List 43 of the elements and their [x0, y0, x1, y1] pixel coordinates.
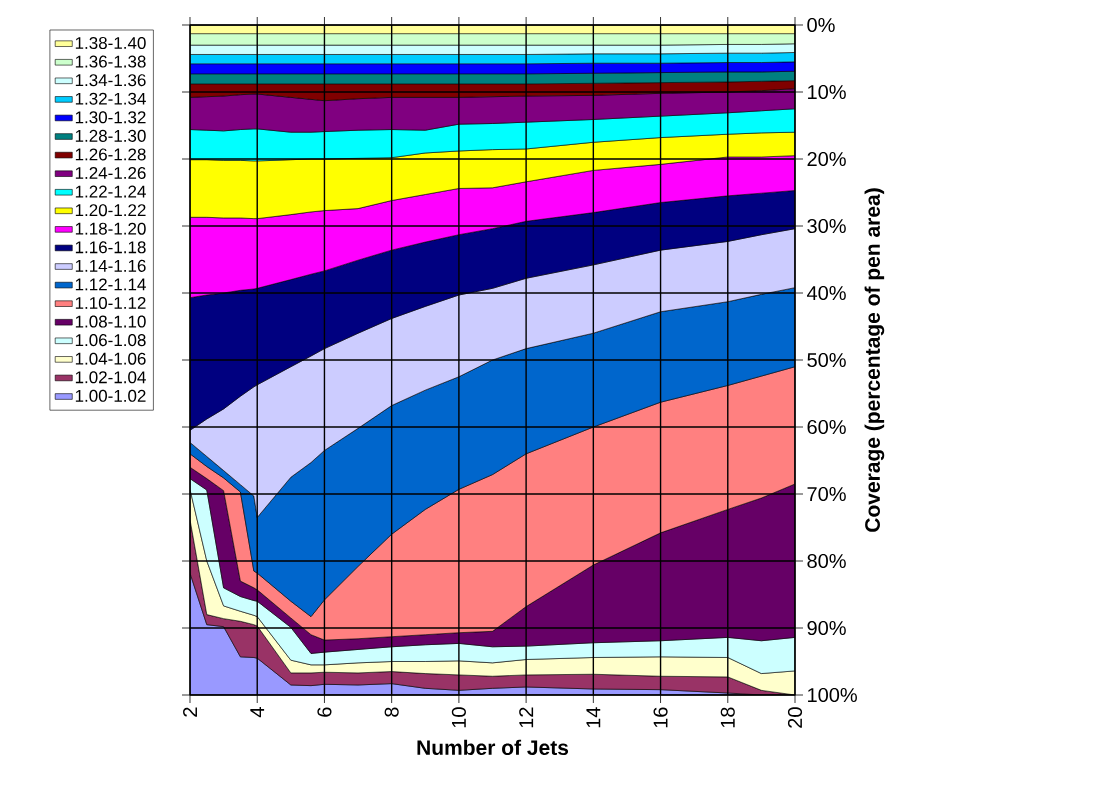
legend-label: 1.10-1.12 — [75, 296, 146, 310]
x-axis-title: Number of Jets — [417, 739, 569, 756]
legend-label: 1.24-1.26 — [75, 166, 146, 180]
legend-label: 1.26-1.28 — [75, 148, 146, 161]
x-tick-label: 18 — [720, 707, 735, 728]
y-tick-label: 60% — [807, 419, 846, 435]
legend-label: 1.22-1.24 — [75, 185, 146, 198]
legend-label: 1.20-1.22 — [75, 204, 146, 217]
x-tick-label: 16 — [653, 707, 668, 728]
y-tick-label: 70% — [807, 486, 846, 502]
y-tick-label: 90% — [807, 620, 846, 636]
x-tick-label: 14 — [586, 707, 601, 728]
x-tick-label: 6 — [317, 707, 332, 717]
y-tick-label: 40% — [806, 285, 846, 301]
legend-label: 1.00-1.02 — [75, 389, 146, 402]
legend-label: 1.38-1.40 — [75, 37, 146, 50]
legend-label: 1.34-1.36 — [75, 74, 146, 87]
legend-label: 1.02-1.04 — [75, 371, 146, 384]
y-axis-title: Coverage (percentage of pen area) — [864, 188, 885, 532]
legend-label: 1.08-1.10 — [75, 315, 146, 328]
x-tick-label: 4 — [250, 707, 265, 718]
legend-label: 1.12-1.14 — [75, 278, 146, 291]
y-tick-label: 0% — [807, 17, 835, 33]
legend-label: 1.18-1.20 — [75, 222, 146, 235]
y-tick-label: 50% — [807, 352, 846, 368]
x-tick-label: 2 — [183, 707, 197, 717]
legend-label: 1.30-1.32 — [75, 111, 146, 124]
legend-label: 1.14-1.16 — [75, 259, 146, 272]
legend-label: 1.16-1.18 — [75, 241, 146, 254]
y-tick-label: 10% — [808, 84, 846, 100]
y-tick-label: 20% — [807, 151, 846, 167]
legend-label: 1.28-1.30 — [75, 129, 146, 142]
x-tick-label: 20 — [787, 707, 803, 728]
y-tick-label: 100% — [808, 687, 857, 703]
x-tick-label: 8 — [384, 707, 399, 717]
legend-label: 1.06-1.08 — [75, 334, 146, 347]
legend-label: 1.36-1.38 — [75, 55, 146, 68]
x-tick-label: 12 — [519, 707, 534, 728]
x-tick-label: 10 — [451, 707, 466, 728]
y-tick-label: 80% — [807, 553, 846, 569]
legend-label: 1.04-1.06 — [75, 352, 146, 365]
y-tick-label: 30% — [807, 218, 846, 234]
legend-label: 1.32-1.34 — [75, 92, 146, 105]
